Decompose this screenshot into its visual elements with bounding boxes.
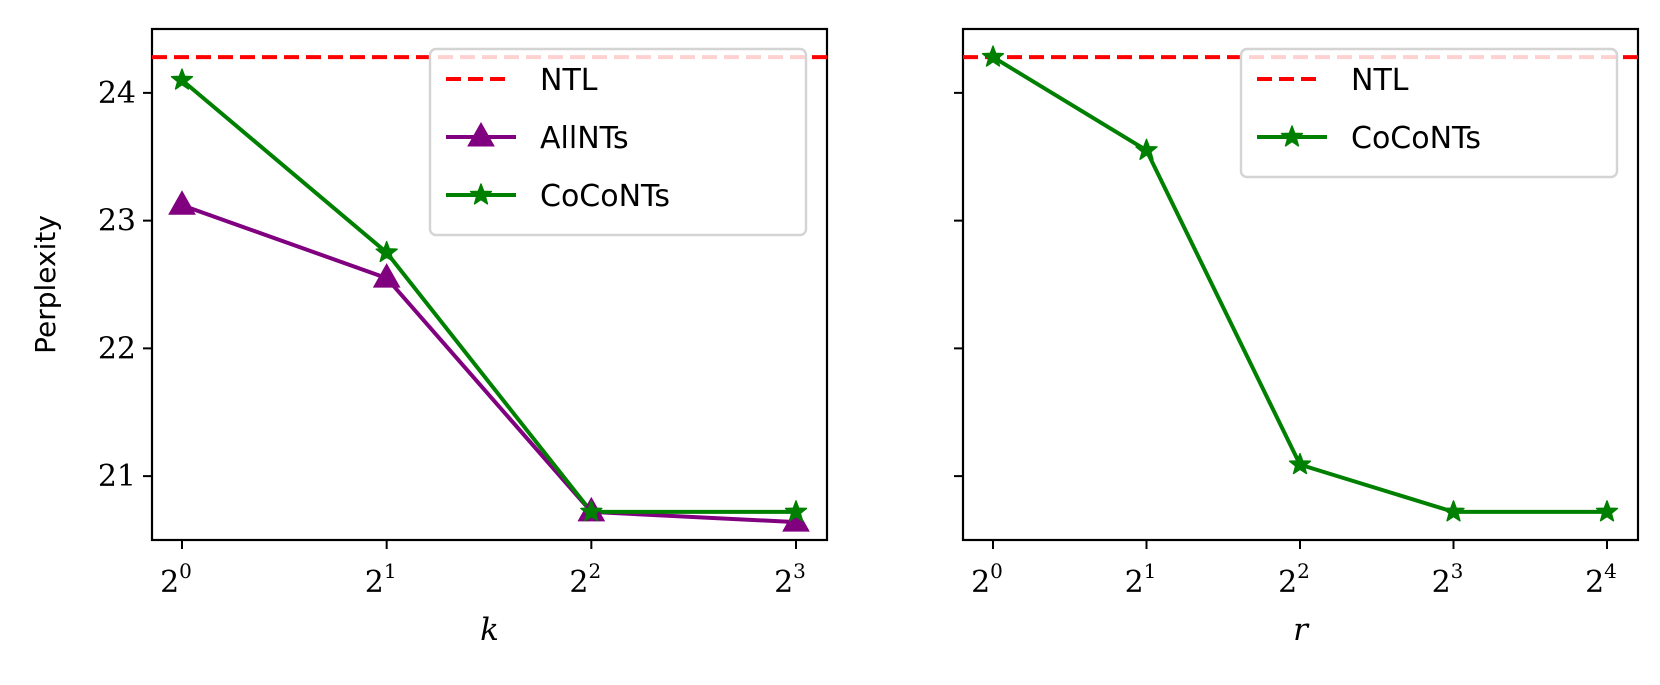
x-axis-title: r [1293,612,1310,648]
legend-label: NTL [1351,63,1409,98]
data-point-coconts [580,500,603,522]
x-axis-title: k [480,612,499,648]
plot-frame [150,27,829,542]
y-axis-title: Perplexity [29,215,62,354]
legend-label: NTL [540,63,598,98]
x-tick-label: 22 [1278,559,1310,600]
data-point-coconts [1135,138,1158,160]
data-point-coconts [375,240,398,263]
legend-label: CoCoNTs [540,179,670,214]
series-line-allnts [181,203,797,525]
x-tick-label: 24 [1585,559,1617,600]
legend-marker-coconts [469,183,493,205]
y-tick-label: 24 [98,76,136,111]
y-tick-label: 21 [98,459,136,494]
chart-panel-2: 20 21 22 23 24 r NTL CoCoNTs [954,27,1640,648]
data-point-coconts [1442,500,1465,522]
data-point-allnts [168,190,196,215]
data-point-coconts [170,68,194,90]
legend-label: CoCoNTs [1351,121,1481,156]
x-tick-label: 20 [160,559,192,600]
chart-panel-1: 21 22 23 24 20 21 22 23 k Perplexity NTL AllNTs CoCo… [29,27,829,648]
x-tick-label: 23 [774,559,806,600]
legend-box [428,47,808,237]
data-point-coconts [1288,452,1312,475]
x-tick-label: 21 [365,559,397,600]
legend: NTL CoCoNTs [1239,47,1619,179]
data-point-coconts [784,500,808,522]
x-tick-label: 21 [1125,559,1157,600]
legend-label: AllNTs [540,121,629,156]
legend-marker-allnts [467,121,495,147]
x-tick-label: 23 [1432,559,1464,600]
legend-box [1239,47,1619,179]
data-point-allnts [372,263,401,288]
x-tick-label: 20 [971,559,1003,600]
legend: NTL AllNTs CoCoNTs [428,47,808,237]
series-line-coconts [180,78,796,514]
data-point-coconts [981,45,1005,67]
data-point-coconts [1595,500,1619,522]
y-tick-label: 23 [98,204,136,239]
y-tick-label: 22 [98,331,136,366]
legend-marker-coconts [1280,125,1304,147]
x-tick-label: 22 [569,559,601,600]
